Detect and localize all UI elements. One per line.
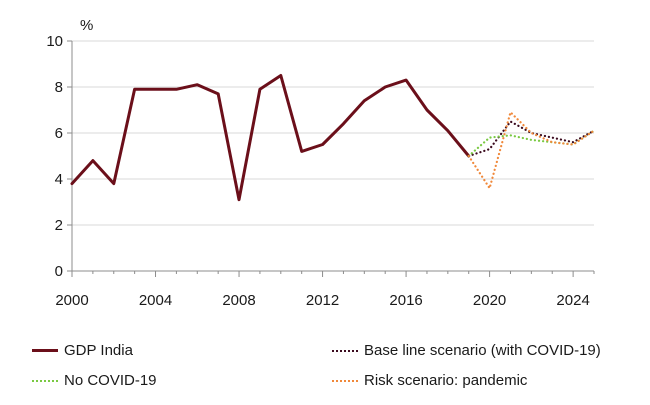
legend-swatch-risk-scenario — [332, 379, 358, 382]
x-tick-label-2024: 2024 — [556, 292, 589, 309]
x-tick-label-2012: 2012 — [306, 292, 339, 309]
series-line-base-line-scenario-with-covid-19 — [467, 120, 596, 158]
y-tick-label-6: 6 — [55, 125, 63, 142]
legend-label-gdp-india: GDP India — [64, 342, 133, 359]
x-tick-label-2004: 2004 — [139, 292, 172, 309]
legend-swatch-gdp-india — [32, 349, 58, 352]
series-lines — [70, 74, 596, 202]
legend-item-base-line-scenario: Base line scenario (with COVID-19) — [332, 342, 601, 359]
y-tick-label-4: 4 — [55, 171, 63, 188]
series-line-risk-scenario-pandemic — [467, 111, 596, 190]
x-tick-label-2020: 2020 — [473, 292, 506, 309]
axes — [67, 40, 595, 277]
series-line-no-covid-19 — [467, 129, 596, 158]
y-tick-label-0: 0 — [55, 263, 63, 280]
legend-swatch-no-covid — [32, 379, 58, 382]
series-line-gdp-india — [70, 74, 471, 202]
x-tick-label-2000: 2000 — [55, 292, 88, 309]
legend-item-gdp-india: GDP India — [32, 342, 133, 359]
legend-item-no-covid: No COVID-19 — [32, 372, 157, 389]
y-tick-label-8: 8 — [55, 79, 63, 96]
unit-label: % — [80, 17, 93, 34]
y-tick-label-10: 10 — [46, 33, 63, 50]
x-tick-label-2008: 2008 — [222, 292, 255, 309]
x-tick-label-2016: 2016 — [389, 292, 422, 309]
legend-label-risk-scenario: Risk scenario: pandemic — [364, 372, 528, 389]
tick-labels: 0 2 4 6 8 10 2000 2004 2008 2012 2016 2020 2024 — [46, 33, 589, 309]
legend-swatch-base-line-scenario — [332, 349, 358, 352]
y-tick-label-2: 2 — [55, 217, 63, 234]
legend-label-base-line-scenario: Base line scenario (with COVID-19) — [364, 342, 601, 359]
legend-item-risk-scenario: Risk scenario: pandemic — [332, 372, 527, 389]
legend-label-no-covid: No COVID-19 — [64, 372, 157, 389]
